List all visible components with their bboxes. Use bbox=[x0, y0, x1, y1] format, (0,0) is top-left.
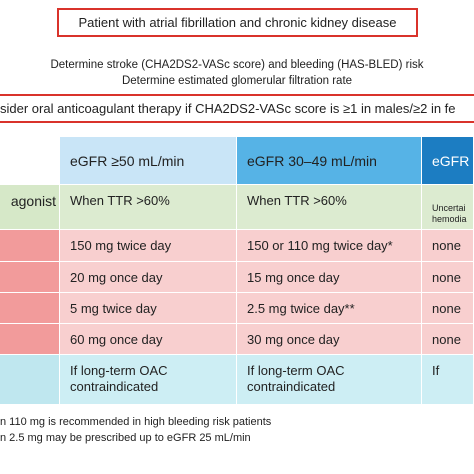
header-cell bbox=[60, 137, 237, 185]
title: Patient with atrial fibrillation and chr… bbox=[78, 15, 397, 30]
row-label-cell bbox=[0, 262, 60, 293]
row-label-cell bbox=[0, 355, 60, 405]
cell-text: contraindicated bbox=[70, 379, 159, 394]
cell bbox=[422, 230, 474, 262]
row-label-cell bbox=[0, 230, 60, 262]
cell-text: 150 or 110 mg twice day* bbox=[247, 238, 393, 253]
cell-text: 150 mg twice day bbox=[70, 238, 172, 253]
row-label: agonist bbox=[10, 193, 56, 209]
cell bbox=[237, 185, 422, 230]
cell-text: 20 mg once day bbox=[70, 270, 163, 285]
cell-text: 2.5 mg twice day** bbox=[247, 301, 355, 316]
row-label-cell bbox=[0, 293, 60, 324]
cell-text: Uncertai bbox=[432, 203, 466, 213]
column-header: eGFR ≥50 mL/min bbox=[70, 153, 185, 169]
recommendation-box bbox=[0, 94, 474, 123]
footnote: n 110 mg is recommended in high bleeding… bbox=[0, 416, 272, 428]
row-label-cell bbox=[0, 185, 60, 230]
footnote: n 2.5 mg may be prescribed up to eGFR 25… bbox=[0, 432, 251, 444]
cell bbox=[237, 293, 422, 324]
cell-text: 15 mg once day bbox=[247, 270, 340, 285]
cell bbox=[237, 262, 422, 293]
column-header: eGFR bbox=[432, 153, 470, 169]
step: Determine estimated glomerular filtratio… bbox=[121, 75, 353, 87]
cell-text: When TTR >60% bbox=[70, 193, 170, 208]
header-cell bbox=[237, 137, 422, 185]
cell bbox=[422, 355, 474, 405]
cell-text: 60 mg once day bbox=[70, 332, 163, 347]
recommendation: sider oral anticoagulant therapy if CHA2… bbox=[0, 101, 456, 116]
cell-text: When TTR >60% bbox=[247, 193, 347, 208]
cell bbox=[422, 293, 474, 324]
title-box bbox=[57, 8, 418, 37]
cell bbox=[422, 262, 474, 293]
cell bbox=[60, 262, 237, 293]
cell-text: If bbox=[432, 363, 440, 378]
cell-text: If long-term OAC bbox=[70, 363, 168, 378]
step: Determine stroke (CHA2DS2-VASc score) an… bbox=[50, 59, 424, 71]
cell-text: hemodia bbox=[432, 214, 467, 224]
cell-text: none bbox=[432, 238, 461, 253]
cell bbox=[60, 185, 237, 230]
cell bbox=[237, 355, 422, 405]
cell-text: contraindicated bbox=[247, 379, 336, 394]
cell bbox=[237, 324, 422, 355]
header-cell bbox=[0, 137, 60, 185]
cell-text: none bbox=[432, 332, 461, 347]
cell bbox=[422, 185, 474, 230]
cell-text: If long-term OAC bbox=[247, 363, 345, 378]
row-label-cell bbox=[0, 324, 60, 355]
cell-text: 30 mg once day bbox=[247, 332, 340, 347]
cell bbox=[60, 324, 237, 355]
column-header: eGFR 30–49 mL/min bbox=[247, 153, 377, 169]
cell bbox=[237, 230, 422, 262]
cell-text: none bbox=[432, 301, 461, 316]
header-cell bbox=[422, 137, 474, 185]
cell-text: none bbox=[432, 270, 461, 285]
cell-text: 5 mg twice day bbox=[70, 301, 157, 316]
cell bbox=[60, 355, 237, 405]
cell bbox=[60, 230, 237, 262]
cell bbox=[60, 293, 237, 324]
